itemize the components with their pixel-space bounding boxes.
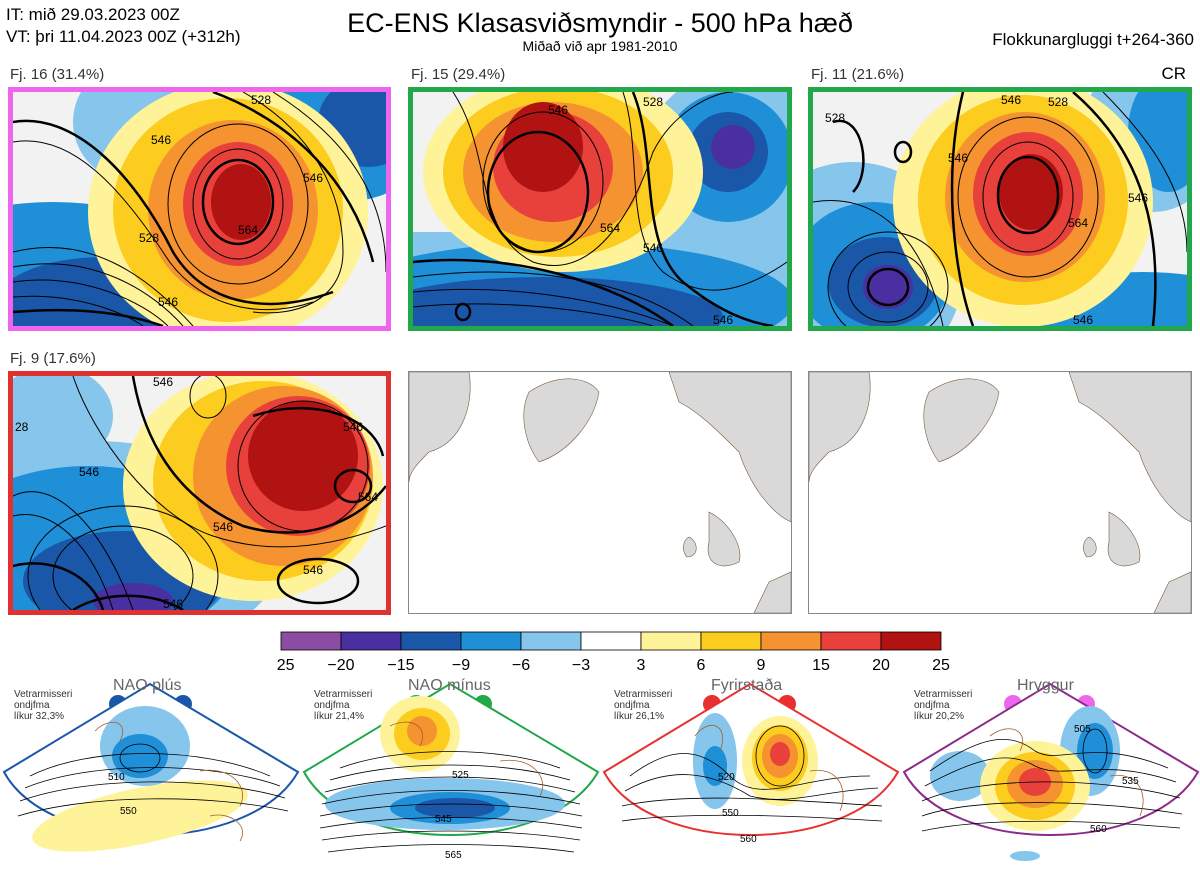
cluster-map-3: 528 546 528 546 564 546 546	[808, 87, 1192, 331]
colorbar-swatch	[580, 631, 642, 651]
colorbar-tick-label: 15	[812, 657, 830, 674]
contour-label: 564	[238, 223, 258, 237]
contour-label: 546	[1001, 93, 1021, 107]
contour-label: 525	[452, 770, 469, 781]
regime-info: Vetrarmisseri ondjfma líkur 20,2%	[914, 689, 973, 722]
contour-label: 546	[1128, 191, 1148, 205]
cluster-map-4: 28 546 546 546 564 546 546 546	[8, 371, 391, 615]
empty-map-5	[408, 371, 792, 614]
contour-label: 528	[825, 111, 845, 125]
colorbar-tick-label: −20	[327, 657, 354, 674]
regime-info: Vetrarmisseri ondjfma líkur 26,1%	[614, 689, 673, 722]
contour-label: 546	[343, 420, 363, 434]
cluster-map-2: 546 528 564 546 546	[408, 87, 792, 331]
contour-label: 528	[1048, 95, 1068, 109]
header-info: IT: mið 29.03.2023 00Z VT: þri 11.04.202…	[6, 4, 241, 48]
contour-label: 560	[1090, 824, 1107, 835]
contour-label: 505	[1074, 724, 1091, 735]
regime-nao-plus: 510 550 NAO plús Vetrarmisseri ondjfma lík…	[0, 676, 300, 871]
regime-nao-minus: 525 545 565 NAO mínus Vetrarmisseri ondjf…	[300, 676, 600, 871]
contour-label: 546	[213, 520, 233, 534]
cluster-map-1: 528 546 546 564 546 528	[8, 87, 391, 331]
colorbar-swatch	[520, 631, 582, 651]
colorbar-swatch	[760, 631, 822, 651]
colorbar-swatch	[340, 631, 402, 651]
colorbar-tick-label: 20	[872, 657, 890, 674]
page-title: EC-ENS Klasasviðsmyndir - 500 hPa hæð	[347, 8, 853, 38]
contour-label: 546	[153, 376, 173, 389]
contour-label: 546	[548, 103, 568, 117]
contour-label: 564	[600, 221, 620, 235]
contour-label: 28	[15, 420, 29, 434]
regime-title: NAO plús	[113, 677, 182, 694]
colorbar-tick-label: 6	[697, 657, 706, 674]
colorbar-swatch	[280, 631, 342, 651]
contour-label: 546	[158, 295, 178, 309]
contour-label: 546	[1073, 313, 1093, 326]
colorbar: −25 −20 −15 −9 −6 −3 3 6 9 15 20 25	[276, 631, 950, 674]
regime-info: Vetrarmisseri ondjfma líkur 32,3%	[14, 689, 73, 722]
colorbar-tick-label: −3	[572, 657, 590, 674]
contour-label: 546	[163, 597, 183, 610]
page-subtitle: Miðað við apr 1981-2010	[522, 38, 678, 54]
contour-label: 528	[643, 95, 663, 109]
colorbar-tick-label: −25	[276, 657, 295, 674]
panel-label-2: Fj. 15 (29.4%)	[411, 66, 506, 83]
regime-title: NAO mínus	[408, 677, 491, 694]
contour-label: 545	[435, 814, 452, 825]
contour-label: 528	[139, 231, 159, 245]
regime-info: Vetrarmisseri ondjfma líkur 21,4%	[314, 689, 373, 722]
contour-label: 550	[722, 808, 739, 819]
empty-map-6	[808, 371, 1192, 614]
contour-label: 510	[108, 772, 125, 783]
contour-label: 546	[79, 465, 99, 479]
panel-label-1: Fj. 16 (31.4%)	[10, 66, 105, 83]
colorbar-tick-label: 9	[757, 657, 766, 674]
colorbar-swatch	[700, 631, 762, 651]
valid-time: VT: þri 11.04.2023 00Z (+312h)	[6, 27, 241, 46]
panel-label-4: Fj. 9 (17.6%)	[10, 350, 96, 367]
contour-label: 564	[1068, 216, 1088, 230]
contour-label: 546	[713, 313, 733, 326]
contour-label: 564	[358, 490, 378, 504]
contour-label: 550	[120, 806, 137, 817]
init-time: IT: mið 29.03.2023 00Z	[6, 5, 180, 24]
contour-label: 535	[1122, 776, 1139, 787]
contour-label: 546	[948, 151, 968, 165]
panel-label-3: Fj. 11 (21.6%)	[811, 66, 905, 83]
regime-title: Fyrirstaða	[711, 677, 783, 694]
regime-title: Hryggur	[1017, 677, 1074, 694]
classification-window: Flokkunargluggi t+264-360	[992, 30, 1194, 49]
contour-label: 560	[740, 834, 757, 845]
contour-label: 520	[718, 772, 735, 783]
contour-label: 546	[303, 171, 323, 185]
colorbar-tick-label: −15	[387, 657, 414, 674]
colorbar-swatch	[400, 631, 462, 651]
contour-label: 546	[643, 241, 663, 255]
colorbar-tick-label: 25	[932, 657, 950, 674]
colorbar-tick-label: 3	[637, 657, 646, 674]
regime-blocking: 520 550 560 Fyrirstaða Vetrarmisseri ondj…	[600, 676, 900, 871]
colorbar-tick-label: −9	[452, 657, 470, 674]
contour-label: 565	[445, 850, 462, 861]
colorbar-swatch	[640, 631, 702, 651]
cr-label: CR	[1161, 64, 1186, 83]
colorbar-tick-label: −6	[512, 657, 530, 674]
colorbar-swatch	[820, 631, 882, 651]
regime-ridge: 505 535 560 Hryggur Vetrarmisseri ondjfma…	[900, 676, 1200, 871]
contour-label: 546	[151, 133, 171, 147]
colorbar-swatch	[880, 631, 942, 651]
contour-label: 546	[303, 563, 323, 577]
colorbar-swatch	[460, 631, 522, 651]
contour-label: 528	[251, 93, 271, 107]
